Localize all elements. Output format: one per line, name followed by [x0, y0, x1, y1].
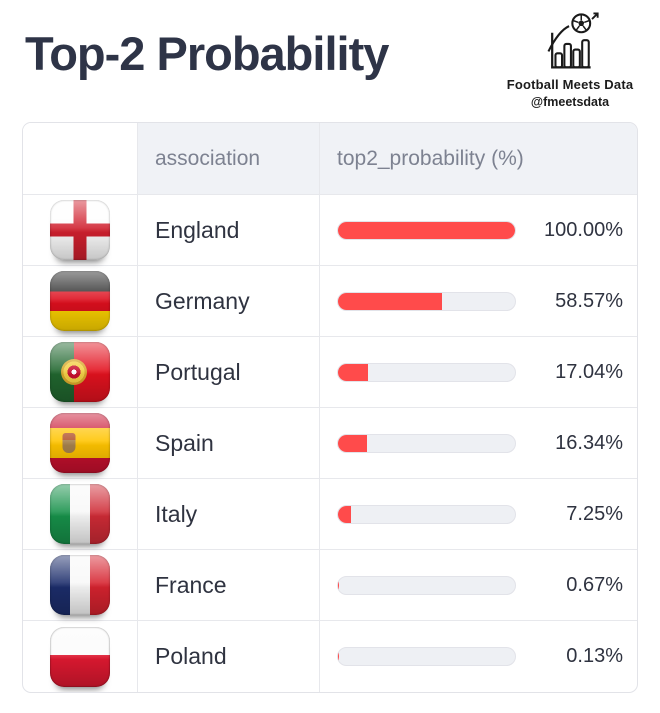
probability-cell: 0.13% — [320, 621, 637, 692]
probability-bar-track — [337, 575, 516, 595]
flag-cell — [23, 621, 138, 692]
flag-cell — [23, 195, 138, 266]
association-cell: Germany — [138, 266, 320, 337]
brand-handle: @fmeetsdata — [530, 95, 610, 109]
brand-name: Football Meets Data — [506, 77, 634, 92]
country-name: England — [155, 216, 240, 243]
country-name: Portugal — [155, 358, 241, 385]
probability-bar-fill — [338, 505, 351, 523]
column-header-flag — [23, 123, 138, 195]
probability-bar-track — [337, 291, 516, 311]
association-cell: Italy — [138, 479, 320, 550]
flag-gloss — [50, 271, 110, 331]
probability-bar-fill — [338, 292, 442, 310]
brand-block: Football Meets Data @fmeetsdata — [486, 12, 654, 109]
flag-gloss — [50, 342, 110, 402]
flag-gloss — [50, 484, 110, 544]
probability-cell: 16.34% — [320, 408, 637, 479]
table-row: France 0.67% — [23, 550, 637, 621]
flag-gloss — [50, 200, 110, 260]
poland-flag-icon — [50, 626, 110, 687]
italy-flag-icon — [50, 484, 110, 544]
flag-cell — [23, 266, 138, 337]
table-header-row: association top2_probability (%) — [23, 123, 637, 195]
probability-value: 58.57% — [555, 289, 623, 312]
probability-cell: 7.25% — [320, 479, 637, 550]
probability-cell: 58.57% — [320, 266, 637, 337]
flag-gloss — [50, 555, 110, 615]
table-row: Portugal 17.04% — [23, 337, 637, 408]
country-name: Spain — [155, 429, 214, 456]
column-header-probability: top2_probability (%) — [320, 123, 637, 195]
portugal-flag-icon — [50, 342, 110, 402]
probability-bar-fill — [338, 434, 367, 452]
flag-gloss — [50, 626, 110, 687]
probability-cell: 17.04% — [320, 337, 637, 408]
country-name: Italy — [155, 500, 198, 527]
column-header-association: association — [138, 123, 320, 195]
country-name: France — [155, 571, 227, 598]
table-row: Spain 16.34% — [23, 408, 637, 479]
probability-bar-track — [337, 220, 516, 240]
probability-value: 17.04% — [555, 360, 623, 383]
association-cell: Portugal — [138, 337, 320, 408]
football-bar-chart-logo-icon — [547, 12, 599, 69]
page-title: Top-2 Probability — [25, 27, 389, 80]
probability-value: 0.67% — [566, 573, 623, 596]
table-row: England 100.00% — [23, 195, 637, 266]
probability-cell: 0.67% — [320, 550, 637, 621]
flag-gloss — [50, 413, 110, 473]
probability-bar-fill — [338, 363, 369, 381]
association-cell: France — [138, 550, 320, 621]
country-name: Germany — [155, 287, 250, 314]
probability-bar-fill — [338, 221, 515, 239]
probability-value: 0.13% — [566, 645, 623, 667]
spain-flag-icon — [50, 413, 110, 473]
probability-table: association top2_probability (%) England… — [22, 122, 638, 693]
flag-cell — [23, 479, 138, 550]
france-flag-icon — [50, 555, 110, 615]
probability-bar-track — [337, 647, 516, 666]
germany-flag-icon — [50, 271, 110, 331]
probability-bar-track — [337, 504, 516, 524]
probability-bar-fill — [338, 576, 340, 594]
probability-value: 7.25% — [566, 502, 623, 525]
probability-bar-track — [337, 433, 516, 453]
flag-cell — [23, 337, 138, 408]
association-cell: Poland — [138, 621, 320, 692]
probability-bar-track — [337, 362, 516, 382]
probability-value: 100.00% — [544, 218, 623, 241]
flag-cell — [23, 408, 138, 479]
probability-cell: 100.00% — [320, 195, 637, 266]
england-flag-icon — [50, 200, 110, 260]
flag-cell — [23, 550, 138, 621]
probability-value: 16.34% — [555, 431, 623, 454]
table-row: Italy 7.25% — [23, 479, 637, 550]
table-row: Germany 58.57% — [23, 266, 637, 337]
table-row: Poland 0.13% — [23, 621, 637, 692]
association-cell: England — [138, 195, 320, 266]
country-name: Poland — [155, 643, 227, 669]
association-cell: Spain — [138, 408, 320, 479]
table-body: England 100.00% Germany 58.57% — [23, 195, 637, 692]
